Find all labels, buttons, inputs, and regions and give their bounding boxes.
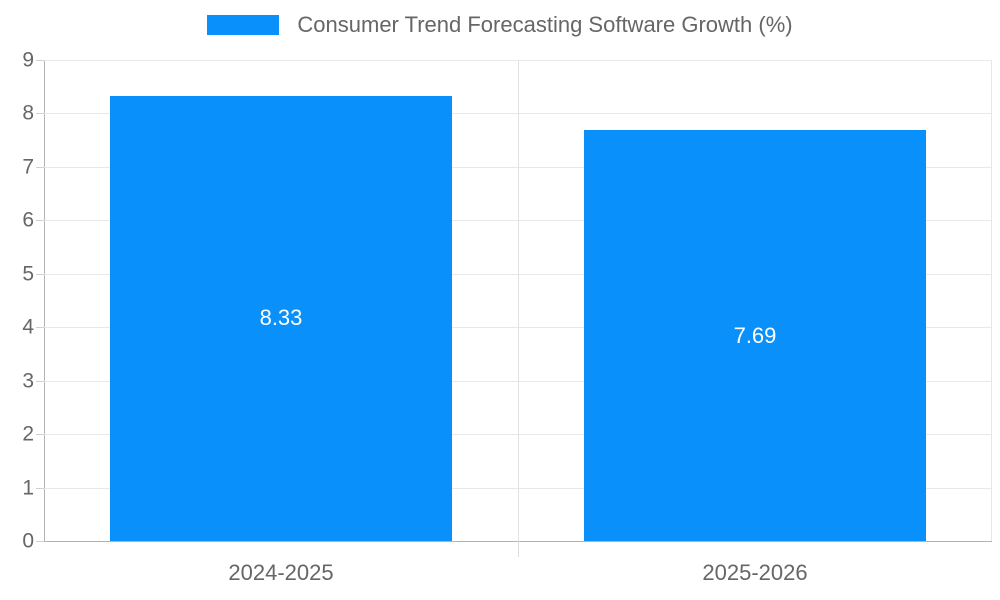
y-tick-mark — [36, 327, 44, 329]
y-axis-tick-label: 3 — [22, 369, 34, 393]
y-axis-line — [44, 60, 45, 541]
legend-label[interactable]: Consumer Trend Forecasting Software Grow… — [297, 12, 793, 37]
y-axis-tick-label: 1 — [22, 476, 34, 500]
y-axis-tick-label: 6 — [22, 208, 34, 232]
y-tick-mark — [36, 220, 44, 222]
category-separator — [518, 60, 519, 541]
y-tick-mark — [36, 487, 44, 489]
plot-right-border — [991, 60, 992, 541]
y-axis-tick-label: 4 — [22, 315, 34, 339]
y-axis-tick-label: 7 — [22, 155, 34, 179]
legend-swatch-icon[interactable] — [207, 15, 280, 35]
y-axis-tick-label: 0 — [22, 529, 34, 553]
y-tick-mark — [36, 380, 44, 382]
bar-2024-2025[interactable] — [110, 95, 452, 541]
x-tick-mark — [518, 541, 519, 557]
bar-value-label: 8.33 — [259, 305, 303, 331]
y-tick-mark — [36, 434, 44, 436]
y-tick-mark — [36, 113, 44, 115]
y-axis-tick-label: 9 — [22, 48, 34, 72]
y-tick-mark — [36, 541, 44, 542]
bar-2025-2026[interactable] — [584, 130, 926, 541]
y-axis-tick-label: 8 — [22, 101, 34, 125]
y-axis-labels: 0 1 2 3 4 5 6 7 8 9 — [0, 50, 34, 552]
y-tick-mark — [36, 166, 44, 168]
y-tick-mark — [36, 60, 44, 61]
x-axis-tick-label: 2024-2025 — [228, 560, 334, 585]
bar-value-label: 7.69 — [733, 322, 777, 348]
y-axis-tick-label: 5 — [22, 262, 34, 286]
y-tick-mark — [36, 273, 44, 275]
y-axis-tick-label: 2 — [22, 422, 34, 446]
x-axis-tick-label: 2025-2026 — [702, 560, 808, 585]
chart-legend: Consumer Trend Forecasting Software Grow… — [0, 12, 1000, 38]
